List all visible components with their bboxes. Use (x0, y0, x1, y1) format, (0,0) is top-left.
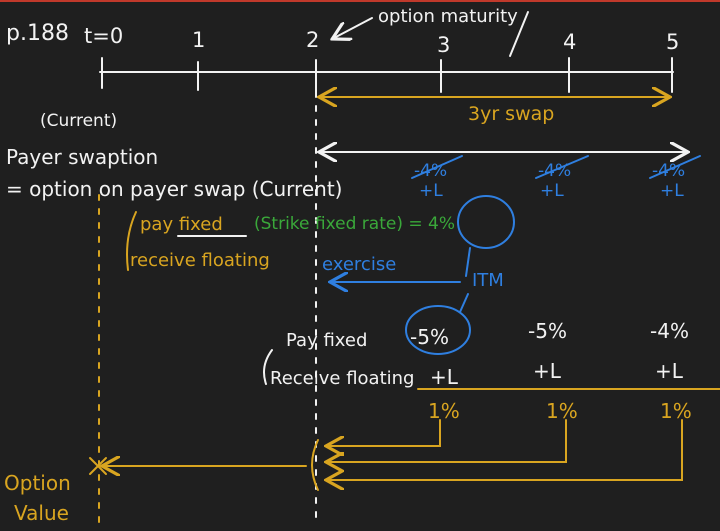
itm-label: ITM (472, 270, 504, 291)
tick-label-0: t=0 (84, 24, 123, 48)
diff-leg-2: 1% (546, 399, 578, 423)
swap-span-label: 3yr swap (468, 103, 554, 125)
current-leg-3-fixed: -4% (650, 319, 689, 343)
strike-leg-3-strike (649, 155, 701, 179)
current-receive-floating: Receive floating (270, 368, 414, 389)
definition-line-2: = option on payer swap (Current) (6, 177, 342, 201)
definition-line-1: Payer swaption (6, 145, 158, 169)
tick-label-4: 4 (563, 30, 576, 54)
tick-label-5: 5 (666, 30, 679, 54)
current-pay-fixed: Pay fixed (286, 330, 367, 351)
strike-leg-2-strike (535, 155, 589, 179)
option-maturity-arrow (334, 17, 373, 38)
discount-arrow-3 (328, 419, 683, 480)
option-value-cross (89, 457, 107, 475)
current-leg-2-fixed: -5% (528, 319, 567, 343)
current-leg-1-fixed: -5% (410, 325, 449, 349)
itm-link (459, 247, 471, 313)
timeline: t=0 1 2 3 4 5 (Current) option maturity (40, 6, 679, 131)
current-leg-3-float: +L (655, 359, 684, 383)
sum-bracket (311, 439, 319, 491)
maturity-tail-stroke (509, 11, 529, 57)
exercise-label: exercise (322, 254, 396, 275)
pay-fixed-label: pay fixed (140, 214, 223, 235)
current-leg-1-circle (405, 305, 471, 355)
strike-legs: -4% +L -4% +L -4% +L (411, 155, 701, 201)
page-ref: p.188 (6, 21, 69, 46)
current-leg-1-float: +L (430, 365, 459, 389)
current-label: (Current) (40, 111, 117, 131)
diff-leg-3: 1% (660, 399, 692, 423)
tick-label-3: 3 (437, 33, 450, 57)
current-legs: -5% +L -5% +L -4% +L (405, 305, 689, 389)
discount-arrows (89, 419, 683, 491)
tick-label-1: 1 (192, 28, 205, 52)
current-swap-bracket (263, 349, 273, 385)
option-maturity-label: option maturity (378, 6, 518, 27)
option-value-label: Option Value (4, 471, 71, 525)
strike-leg-3-float: +L (660, 181, 684, 201)
current-leg-2-float: +L (533, 359, 562, 383)
diff-leg-1: 1% (428, 399, 460, 423)
swap-span: 3yr swap (321, 97, 668, 125)
strike-note: (Strike fixed rate) = 4% (254, 214, 455, 234)
strike-leg-2-float: +L (540, 181, 564, 201)
strike-circle (457, 195, 515, 249)
discount-arrow-1 (328, 419, 441, 446)
tick-label-2: 2 (306, 28, 319, 52)
strike-leg-1-float: +L (419, 181, 443, 201)
payer-bracket (126, 211, 137, 271)
strike-leg-1-strike (411, 155, 463, 179)
discount-arrow-2 (328, 419, 567, 462)
receive-floating-label: receive floating (130, 250, 270, 271)
